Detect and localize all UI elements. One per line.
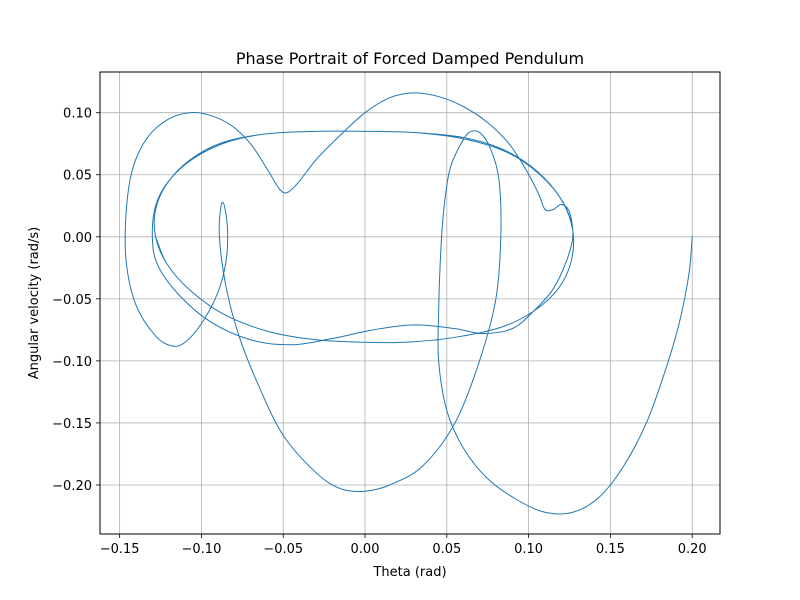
x-tick-label: −0.05 xyxy=(263,542,303,557)
x-gridlines xyxy=(119,72,693,534)
x-tick-label: 0.15 xyxy=(596,542,625,557)
y-tick-label: 0.10 xyxy=(63,107,92,122)
y-axis-label: Angular velocity (rad/s) xyxy=(27,227,42,379)
plot-area xyxy=(124,92,693,515)
chart-title: Phase Portrait of Forced Damped Pendulum xyxy=(236,49,584,68)
x-tick-label: 0.10 xyxy=(514,542,543,557)
y-gridlines xyxy=(100,112,720,486)
y-tick-label: −0.15 xyxy=(52,417,92,432)
y-tick-label: 0.00 xyxy=(63,231,92,246)
x-tick-label: 0.00 xyxy=(351,542,380,557)
y-axis-ticks: −0.20 −0.15 −0.10 −0.05 0.00 0.05 0.10 xyxy=(52,107,100,494)
x-tick-label: 0.05 xyxy=(432,542,461,557)
y-tick-label: −0.20 xyxy=(52,479,92,494)
x-axis-label: Theta (rad) xyxy=(372,565,446,580)
x-axis-ticks: −0.15 −0.10 −0.05 0.00 0.05 0.10 0.15 0.20 xyxy=(100,534,707,557)
y-tick-label: 0.05 xyxy=(63,169,92,184)
x-tick-label: −0.15 xyxy=(100,542,140,557)
x-tick-label: −0.10 xyxy=(182,542,222,557)
axes-frame xyxy=(99,71,721,535)
x-tick-label: 0.20 xyxy=(678,542,707,557)
y-tick-label: −0.05 xyxy=(52,293,92,308)
y-tick-label: −0.10 xyxy=(52,355,92,370)
series-line xyxy=(124,92,693,515)
